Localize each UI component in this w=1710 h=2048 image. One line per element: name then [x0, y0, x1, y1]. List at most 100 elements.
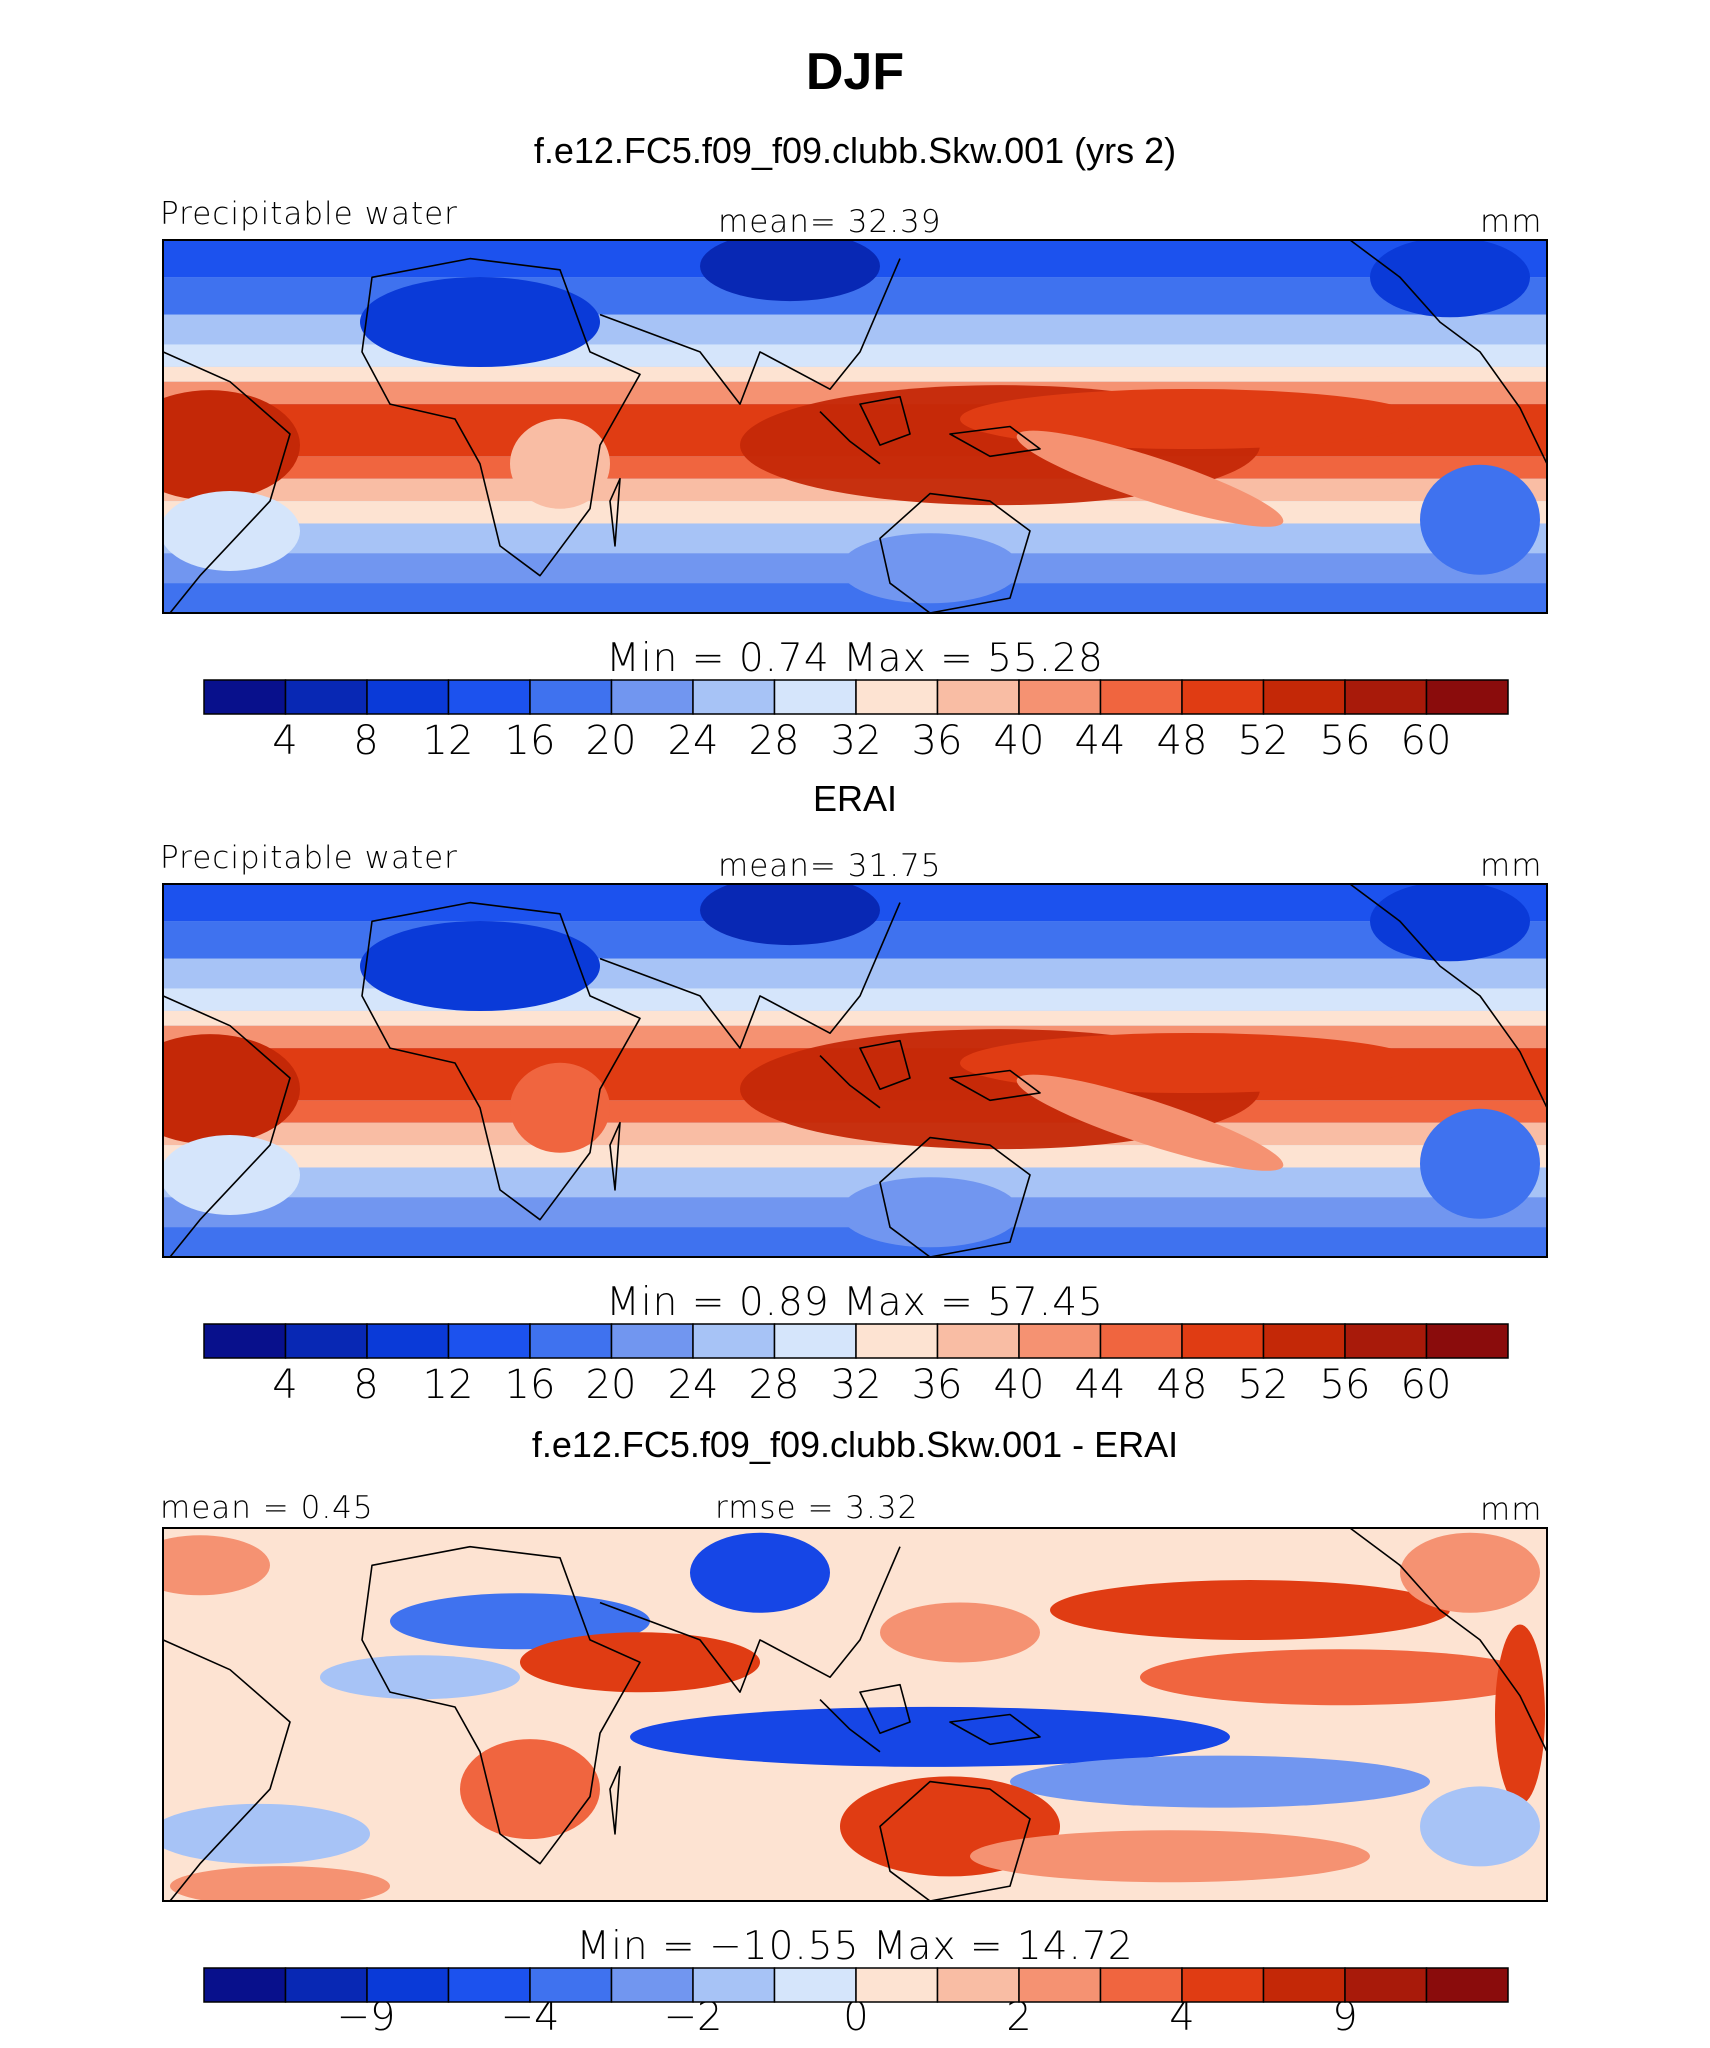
colorbar-cell — [936, 1967, 1020, 2003]
panel1-tick: 40 — [993, 718, 1045, 764]
colorbar-cell — [1425, 679, 1509, 715]
map-blob — [1050, 1580, 1450, 1641]
panel1-tick: 16 — [504, 718, 556, 764]
colorbar-cell — [366, 679, 450, 715]
map-blob — [1140, 1649, 1540, 1706]
coastline — [1349, 240, 1547, 465]
panel2-tick: 8 — [353, 1362, 379, 1408]
map-blob — [510, 1062, 610, 1153]
map-blob — [970, 1830, 1370, 1883]
colorbar-cell — [855, 1967, 939, 2003]
map-blob — [690, 1532, 830, 1613]
panel1-title: f.e12.FC5.f09_f09.clubb.Skw.001 (yrs 2) — [533, 130, 1177, 171]
panel1-colorbar-ticks: 4 8 12 16 20 24 28 32 36 40 44 48 52 56 … — [0, 718, 1710, 768]
panel1-map — [163, 240, 1547, 613]
colorbar-cell — [1344, 679, 1428, 715]
colorbar-cell — [1018, 1323, 1102, 1359]
colorbar-cell — [692, 1323, 776, 1359]
panel1-tick: 60 — [1400, 718, 1452, 764]
panel2-tick: 48 — [1156, 1362, 1208, 1408]
panel3-colorbar — [203, 1967, 1509, 2003]
coastline — [819, 1039, 911, 1109]
panel2-tick: 60 — [1400, 1362, 1452, 1408]
map-blob — [960, 389, 1420, 450]
colorbar-cell — [1344, 1323, 1428, 1359]
panel2-minmax: Min = 0.89 Max = 57.45 — [606, 1280, 1104, 1325]
colorbar-cell — [203, 1967, 287, 2003]
colorbar-cell — [1262, 1967, 1346, 2003]
panel2-colorbar — [203, 1323, 1509, 1359]
colorbar-cell — [366, 1323, 450, 1359]
map-band — [163, 501, 1547, 524]
panel2-tick: 56 — [1319, 1362, 1371, 1408]
colorbar-cell — [773, 1323, 857, 1359]
panel2-tick: 20 — [585, 1362, 637, 1408]
panel2-units-label: mm — [1480, 848, 1543, 884]
map-blob — [1495, 1624, 1545, 1805]
colorbar-cell — [1425, 1967, 1509, 2003]
coastline — [599, 1546, 901, 1693]
coastline — [163, 1639, 291, 1901]
map-blob — [163, 1034, 300, 1145]
map-blob — [163, 490, 300, 571]
colorbar-cell — [529, 1323, 613, 1359]
colorbar-cell — [203, 1323, 287, 1359]
map-blob — [360, 921, 600, 1012]
colorbar-cell — [1099, 1323, 1183, 1359]
map-band — [163, 583, 1547, 613]
coastline — [819, 1683, 911, 1753]
map-blob — [960, 1033, 1420, 1094]
panel1-mean-label: mean= 32.39 — [718, 204, 942, 240]
colorbar-cell — [773, 1967, 857, 2003]
colorbar-cell — [936, 679, 1020, 715]
panel2-tick: 16 — [504, 1362, 556, 1408]
map-blob — [360, 277, 600, 368]
coastline — [819, 395, 911, 465]
colorbar-cell — [1181, 679, 1265, 715]
panel1-tick: 12 — [422, 718, 474, 764]
panel2-tick: 12 — [422, 1362, 474, 1408]
panel2-map-frame — [162, 883, 1548, 1258]
panel3-minmax: Min = −10.55 Max = 14.72 — [576, 1924, 1134, 1969]
map-band — [163, 1227, 1547, 1257]
colorbar-cell — [1018, 1967, 1102, 2003]
coastline — [609, 477, 621, 547]
map-band — [163, 366, 1547, 382]
map-blob — [1370, 240, 1530, 318]
colorbar-cell — [1262, 1323, 1346, 1359]
coastline — [949, 1713, 1041, 1746]
colorbar-cell — [203, 679, 287, 715]
panel3-rmse-label: rmse = 3.32 — [715, 1490, 919, 1526]
panel2-tick: 40 — [993, 1362, 1045, 1408]
map-blob — [700, 884, 880, 946]
panel2-tick: 32 — [830, 1362, 882, 1408]
coastline — [361, 901, 641, 1221]
map-blob — [1420, 1786, 1540, 1867]
colorbar-cell — [284, 1323, 368, 1359]
map-blob — [163, 1535, 270, 1596]
map-band — [163, 523, 1547, 554]
colorbar-cell — [610, 1967, 694, 2003]
map-blob — [1016, 430, 1284, 527]
coastline — [163, 995, 291, 1257]
map-blob — [1016, 1074, 1284, 1171]
panel2-mean-label: mean= 31.75 — [718, 848, 942, 884]
coastline — [879, 492, 1031, 613]
colorbar-cell — [284, 679, 368, 715]
colorbar-cell — [529, 679, 613, 715]
colorbar-cell — [1262, 679, 1346, 715]
panel1-tick: 32 — [830, 718, 882, 764]
page-title: DJF — [805, 43, 905, 101]
colorbar-cell — [447, 679, 531, 715]
panel2-map — [163, 884, 1547, 1257]
panel2-colorbar-ticks: 4 8 12 16 20 24 28 32 36 40 44 48 52 56 … — [0, 1362, 1710, 1412]
panel2-tick: 4 — [272, 1362, 298, 1408]
colorbar-cell — [855, 679, 939, 715]
panel3-map — [163, 1528, 1547, 1901]
panel2-tick: 24 — [667, 1362, 719, 1408]
panel1-units-label: mm — [1480, 204, 1543, 240]
map-blob — [320, 1655, 520, 1700]
colorbar-cell — [1425, 1323, 1509, 1359]
colorbar-cell — [447, 1323, 531, 1359]
panel1-minmax: Min = 0.74 Max = 55.28 — [606, 636, 1104, 681]
